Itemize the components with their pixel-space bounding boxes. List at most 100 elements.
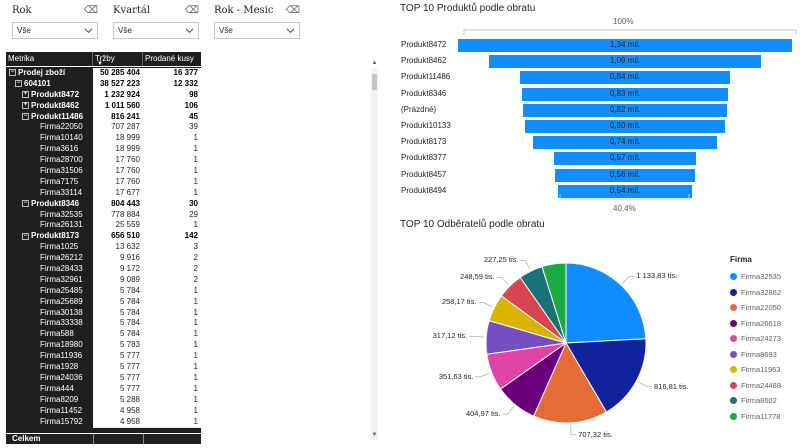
funnel-bar[interactable] <box>557 184 693 198</box>
table-row: Firma18980 5 783 1 <box>6 340 201 353</box>
chevron-down-icon <box>84 28 93 34</box>
expand-icon[interactable]: + <box>22 102 29 110</box>
funnel-row: Produkt8377 0,57 mil. <box>398 152 798 166</box>
table-row: Firma30138 5 784 1 <box>6 307 201 320</box>
funnel-row: (Prázdné) 0,82 mil. <box>398 103 798 117</box>
legend-item[interactable]: Firma11778 <box>730 409 798 425</box>
legend-item[interactable]: Firma24273 <box>730 331 798 347</box>
pie-slice[interactable] <box>541 262 567 344</box>
legend-title: Firma <box>730 255 752 264</box>
funnel-category-label: (Prázdné) <box>401 104 437 114</box>
collapse-icon[interactable]: − <box>9 69 16 77</box>
row-label-cell: Firma11936 <box>6 351 93 364</box>
slicer-rok: Rok ⌫ Vše <box>12 2 98 39</box>
funnel-bar[interactable] <box>553 152 697 166</box>
legend-item[interactable]: Firma8693 <box>730 347 798 363</box>
pie-slice[interactable] <box>565 338 647 413</box>
legend-item[interactable]: Firma24488 <box>730 378 798 394</box>
slicer-dropdown-rok[interactable]: Vše <box>12 22 98 39</box>
table-row: Firma24036 5 777 1 <box>6 372 201 385</box>
slicer-dropdown-kvartal[interactable]: Vše <box>113 22 199 39</box>
legend-item[interactable]: Firma32862 <box>730 285 798 301</box>
legend-items: Firma32535 Firma32862 Firma22050 Firma26618… <box>730 269 798 424</box>
row-label: Firma28433 <box>40 264 83 274</box>
funnel-bar[interactable] <box>521 87 729 101</box>
pie-slice[interactable] <box>565 262 647 344</box>
clear-filter-icon[interactable]: ⌫ <box>184 4 199 16</box>
scroll-up-icon[interactable]: ▲ <box>371 60 378 66</box>
row-label: Firma11452 <box>40 405 83 415</box>
table-row: Firma25689 5 784 1 <box>6 296 201 309</box>
legend-item[interactable]: Firma32535 <box>730 269 798 285</box>
pie-leader-line <box>496 276 509 285</box>
expand-icon[interactable]: + <box>22 91 29 99</box>
row-label: Firma25689 <box>40 296 83 306</box>
collapse-icon[interactable]: − <box>22 112 29 120</box>
legend-label: Firma24273 <box>741 334 782 344</box>
row-label-cell: Firma32961 <box>6 274 93 287</box>
row-label-cell: − Produkt11486 <box>6 111 93 124</box>
row-label: Firma22050 <box>40 122 83 132</box>
legend-label: Firma32535 <box>741 272 782 282</box>
scrollbar-thumb[interactable] <box>372 74 377 90</box>
row-label-cell: Firma1025 <box>6 242 93 255</box>
legend-item[interactable]: Firma11963 <box>730 362 798 378</box>
slicer-title: Kvartál <box>113 4 151 16</box>
row-label-cell: Firma24036 <box>6 372 93 385</box>
funnel-category-label: Produkt8173 <box>401 137 447 147</box>
row-label-cell: Firma15792 <box>6 416 93 429</box>
legend-item[interactable]: Firma26618 <box>730 316 798 332</box>
table-row: Firma588 5 784 1 <box>6 329 201 342</box>
slicer-dropdown-rok-mesic[interactable]: Vše <box>214 22 300 39</box>
column-header-trzby[interactable]: Tržby ▼ <box>93 52 143 67</box>
funnel-bar[interactable] <box>555 168 695 182</box>
legend-marker <box>730 273 737 281</box>
legend-marker <box>730 381 737 389</box>
pie-slice[interactable] <box>532 341 608 424</box>
row-label-cell: Firma25689 <box>6 296 93 309</box>
row-label-cell: + Produkt8462 <box>6 100 93 113</box>
funnel-bar[interactable] <box>522 103 728 117</box>
row-label: Firma588 <box>40 329 74 339</box>
legend-marker <box>730 412 737 420</box>
slicer-title: Rok <box>12 4 32 16</box>
collapse-icon[interactable]: − <box>15 80 22 88</box>
slicer-value: Vše <box>219 26 233 35</box>
scroll-down-icon[interactable]: ▼ <box>371 432 378 438</box>
column-header-prodane-kusy[interactable]: Prodané kusy <box>145 54 194 63</box>
row-label: Firma30138 <box>40 307 83 317</box>
funnel-bar[interactable] <box>525 120 725 133</box>
table-row: − Produkt8346 804 443 30 <box>6 198 201 211</box>
pie-leader-line <box>520 260 531 270</box>
funnel-bar[interactable] <box>458 39 792 52</box>
funnel-bar[interactable] <box>520 71 730 85</box>
clear-filter-icon[interactable]: ⌫ <box>285 4 300 16</box>
collapse-icon[interactable]: − <box>22 232 29 240</box>
collapse-icon[interactable]: − <box>22 200 29 208</box>
clear-filter-icon[interactable]: ⌫ <box>83 4 98 16</box>
row-label: Firma24036 <box>40 372 83 382</box>
legend-item[interactable]: Firma22050 <box>730 300 798 316</box>
funnel-bar[interactable] <box>489 55 761 69</box>
row-label: Firma32535 <box>40 209 83 219</box>
column-header-label: Tržby <box>95 54 115 63</box>
row-label-cell: Firma25485 <box>6 285 93 298</box>
legend-item[interactable]: Firma8602 <box>730 393 798 409</box>
row-label-cell: −604101 <box>6 78 93 91</box>
funnel-bar[interactable] <box>532 136 718 150</box>
table-row: Firma444 5 777 1 <box>6 383 201 396</box>
pie-svg <box>469 260 652 436</box>
scrollbar[interactable] <box>371 68 378 440</box>
matrix-total-row: Celkem <box>6 433 201 444</box>
chevron-down-icon <box>286 28 295 34</box>
funnel-row: Produkt10133 0,80 mil. <box>398 120 798 133</box>
funnel-value-label: 0,74 mil. <box>609 137 641 147</box>
table-row: Firma3616 18 999 1 <box>6 144 201 157</box>
pie-title: TOP 10 Odběratelů podle obratu <box>400 219 545 230</box>
slicer-title: Rok - Mesic <box>214 4 274 16</box>
row-label-cell: − Prodej zboží <box>6 68 93 80</box>
column-header-metrika[interactable]: Metrika <box>6 52 93 66</box>
legend-label: Firma22050 <box>741 303 782 313</box>
matrix-header: Metrika Tržby ▼ Prodané kusy <box>6 52 201 67</box>
funnel-row: Produkt8173 0,74 mil. <box>398 136 798 150</box>
